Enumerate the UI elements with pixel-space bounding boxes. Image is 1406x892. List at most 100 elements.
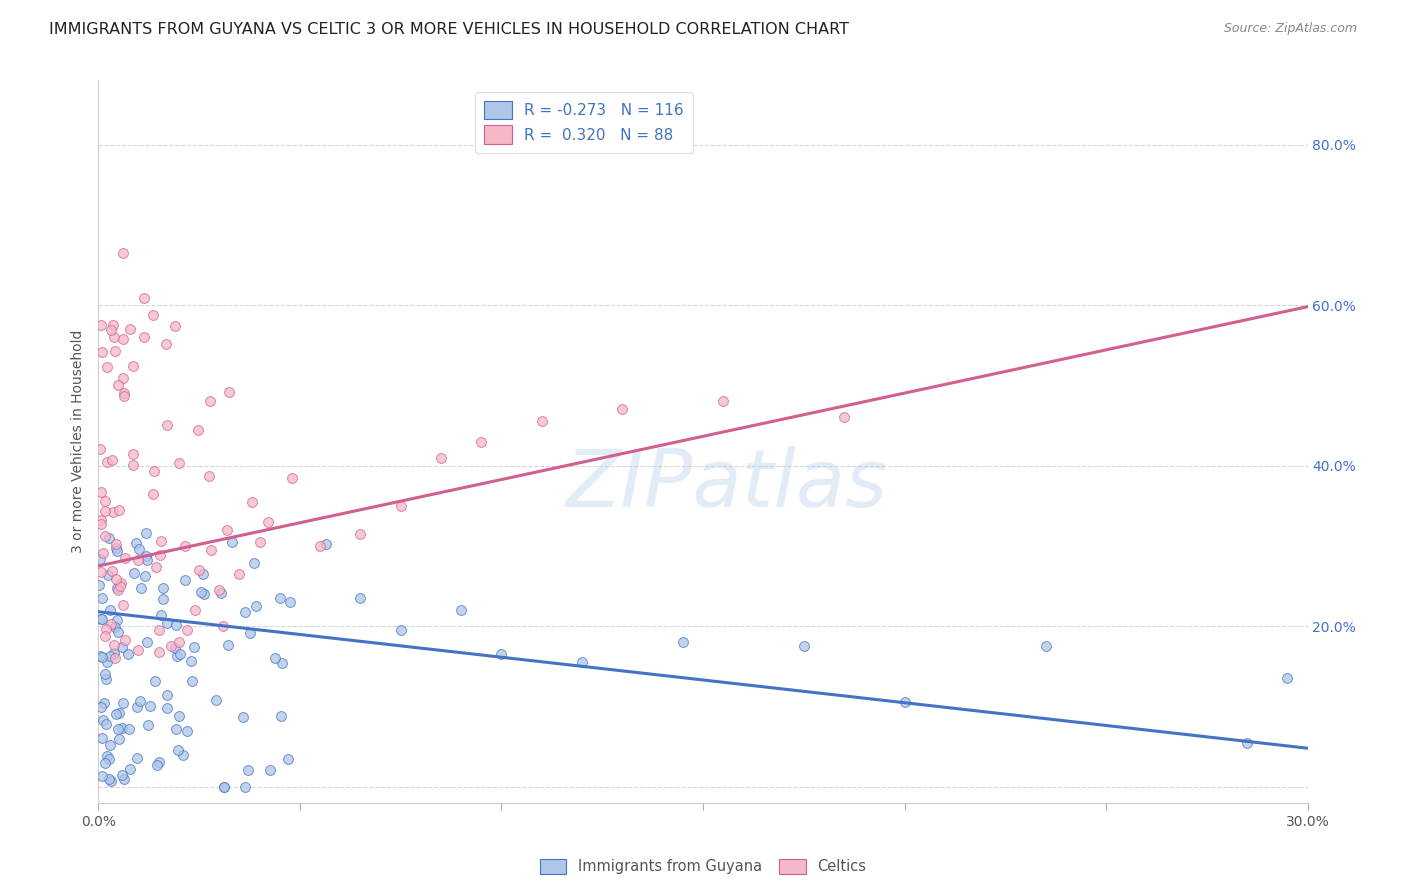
Point <box>176 623 198 637</box>
Point <box>112 385 135 400</box>
Point <box>143 673 166 688</box>
Point <box>191 566 214 581</box>
Point <box>128 693 150 707</box>
Point <box>104 343 127 358</box>
Point <box>259 764 281 778</box>
Point <box>101 564 124 578</box>
Point <box>172 748 194 763</box>
Point <box>152 591 174 606</box>
Point <box>134 569 156 583</box>
Point <box>187 423 209 437</box>
Point <box>165 618 187 632</box>
Point <box>221 535 243 549</box>
Point <box>90 591 112 605</box>
Point <box>111 598 134 612</box>
Point <box>90 565 112 579</box>
Point <box>1035 639 1057 653</box>
Point <box>165 318 187 333</box>
Point <box>149 534 172 549</box>
Point <box>94 630 117 644</box>
Point <box>107 582 129 597</box>
Point <box>91 345 114 359</box>
Point <box>166 648 188 663</box>
Point <box>118 322 141 336</box>
Point <box>107 503 129 517</box>
Point <box>91 612 114 626</box>
Text: Source: ZipAtlas.com: Source: ZipAtlas.com <box>1223 22 1357 36</box>
Text: ZIPatlas: ZIPatlas <box>567 446 889 524</box>
Point <box>97 752 120 766</box>
Point <box>183 640 205 654</box>
Point <box>256 515 278 529</box>
Point <box>571 655 593 669</box>
Point <box>122 458 145 472</box>
Point <box>98 648 121 663</box>
Point <box>135 549 157 563</box>
Point <box>89 442 111 456</box>
Point <box>160 639 183 653</box>
Point <box>188 563 211 577</box>
Point <box>249 534 271 549</box>
Point <box>277 752 299 766</box>
Point <box>111 696 134 710</box>
Point <box>235 605 257 619</box>
Point <box>96 717 118 731</box>
Point <box>240 494 263 508</box>
Point <box>491 648 513 662</box>
Point <box>118 722 141 736</box>
Point <box>111 371 134 385</box>
Point <box>122 447 145 461</box>
Point <box>100 323 122 337</box>
Text: IMMIGRANTS FROM GUYANA VS CELTIC 3 OR MORE VEHICLES IN HOUSEHOLD CORRELATION CHA: IMMIGRANTS FROM GUYANA VS CELTIC 3 OR MO… <box>49 22 849 37</box>
Point <box>114 633 136 648</box>
Point <box>112 333 135 347</box>
Point <box>184 603 207 617</box>
Point <box>146 758 169 772</box>
Point <box>94 622 117 636</box>
Point <box>98 531 121 545</box>
Point <box>110 575 132 590</box>
Point <box>149 607 172 622</box>
Point <box>165 640 187 655</box>
Point <box>149 548 172 562</box>
Point <box>100 616 122 631</box>
Point <box>90 612 112 626</box>
Legend: Immigrants from Guyana, Celtics: Immigrants from Guyana, Celtics <box>534 853 872 880</box>
Point <box>108 706 131 720</box>
Point <box>91 731 114 745</box>
Point <box>112 772 135 786</box>
Point <box>793 639 815 653</box>
Point <box>111 721 134 735</box>
Point <box>94 494 117 508</box>
Point <box>281 470 304 484</box>
Point <box>108 579 131 593</box>
Point <box>135 526 157 541</box>
Point <box>138 698 160 713</box>
Point <box>91 650 114 665</box>
Point <box>228 567 250 582</box>
Point <box>107 723 129 737</box>
Point <box>148 623 170 637</box>
Point <box>96 455 118 469</box>
Point <box>110 768 132 782</box>
Point <box>217 523 239 537</box>
Point <box>198 394 221 409</box>
Point <box>93 696 115 710</box>
Point <box>93 504 115 518</box>
Point <box>156 616 179 631</box>
Point <box>127 643 149 657</box>
Point <box>349 591 371 606</box>
Point <box>101 318 124 332</box>
Point <box>91 714 114 728</box>
Point <box>96 656 118 670</box>
Point <box>94 528 117 542</box>
Point <box>389 499 412 513</box>
Point <box>389 623 412 637</box>
Point <box>156 688 179 702</box>
Point <box>236 764 259 778</box>
Point <box>200 542 222 557</box>
Point <box>125 536 148 550</box>
Point <box>120 762 142 776</box>
Point <box>104 619 127 633</box>
Point <box>127 699 149 714</box>
